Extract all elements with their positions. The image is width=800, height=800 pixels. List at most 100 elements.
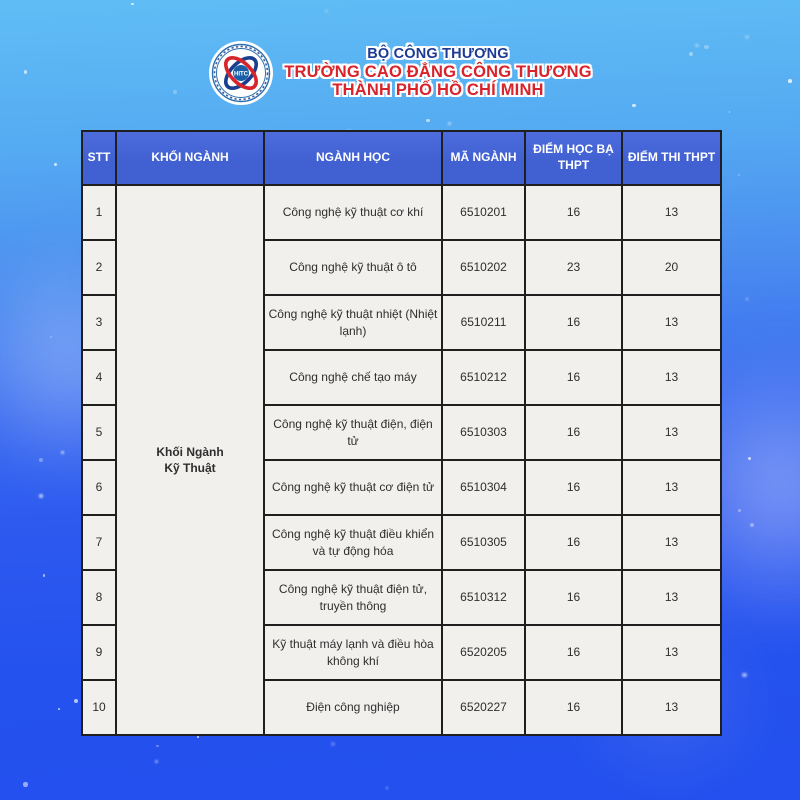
sparkle-dot (38, 494, 43, 499)
group-label-line1: Khối Ngành (156, 444, 224, 459)
table-header: STT KHỐI NGÀNH NGÀNH HỌC MÃ NGÀNH ĐIỂM H… (81, 130, 722, 186)
col-header-diem-hoc-ba: ĐIỂM HỌC BẠ THPT (524, 130, 623, 186)
major-code-cell: 6510304 (441, 459, 526, 516)
hocba-score-cell: 16 (524, 184, 623, 241)
sparkle-dot (54, 162, 58, 166)
stt-cell: 7 (81, 514, 117, 571)
thi-score-cell: 13 (621, 294, 722, 351)
ministry-title: BỘ CÔNG THƯƠNG (367, 46, 509, 63)
major-name-cell: Công nghệ kỹ thuật điều khiển và tự động… (263, 514, 443, 571)
table-row: 6 Công nghệ kỹ thuật cơ điện tử 6510304 16 1… (81, 459, 722, 516)
sparkle-dot (426, 119, 430, 123)
hocba-score-cell: 16 (524, 679, 623, 736)
admission-score-table: STT KHỐI NGÀNH NGÀNH HỌC MÃ NGÀNH ĐIỂM H… (81, 130, 722, 736)
major-code-cell: 6510305 (441, 514, 526, 571)
col-header-stt: STT (81, 130, 117, 186)
table-row: 7 Công nghệ kỹ thuật điều khiển và tự độn… (81, 514, 722, 571)
stt-cell: 4 (81, 349, 117, 406)
sparkle-dot (58, 708, 60, 710)
brand-titles: BỘ CÔNG THƯƠNG TRƯỜNG CAO ĐẲNG CÔNG THƯƠ… (284, 46, 592, 100)
major-name-cell: Công nghệ kỹ thuật cơ điện tử (263, 459, 443, 516)
sparkle-dot (330, 742, 335, 746)
col-header-diem-thi: ĐIỂM THI THPT (621, 130, 722, 186)
sparkle-dot (750, 523, 754, 527)
major-name-cell: Công nghệ kỹ thuật cơ khí (263, 184, 443, 241)
col-header-nganh-hoc: NGÀNH HỌC (263, 130, 443, 186)
major-code-cell: 6510211 (441, 294, 526, 351)
hocba-score-cell: 23 (524, 239, 623, 296)
hocba-score-cell: 16 (524, 514, 623, 571)
stt-cell: 8 (81, 569, 117, 626)
hocba-score-cell: 16 (524, 349, 623, 406)
sparkle-dot (728, 111, 731, 113)
major-code-cell: 6520227 (441, 679, 526, 736)
table-body: 1 Khối Ngành Kỹ Thuật Công nghệ kỹ thuật cơ… (81, 184, 722, 736)
major-name-cell: Công nghệ kỹ thuật điện, điện tử (263, 404, 443, 461)
group-cell-khoi-nganh-ky-thuat: Khối Ngành Kỹ Thuật (115, 184, 265, 736)
stt-cell: 9 (81, 624, 117, 681)
stt-cell: 3 (81, 294, 117, 351)
thi-score-cell: 13 (621, 404, 722, 461)
thi-score-cell: 20 (621, 239, 722, 296)
hocba-score-cell: 16 (524, 459, 623, 516)
stt-cell: 1 (81, 184, 117, 241)
sparkle-dot (738, 508, 742, 513)
thi-score-cell: 13 (621, 184, 722, 241)
sparkle-dot (39, 457, 44, 462)
stt-cell: 10 (81, 679, 117, 736)
sparkle-dot (447, 121, 451, 126)
table-row: 3 Công nghệ kỹ thuật nhiệt (Nhiệt lạnh) 65… (81, 294, 722, 351)
major-name-cell: Điện công nghiệp (263, 679, 443, 736)
major-code-cell: 6510201 (441, 184, 526, 241)
sparkle-dot (742, 672, 747, 678)
major-code-cell: 6520205 (441, 624, 526, 681)
thi-score-cell: 13 (621, 679, 722, 736)
col-header-ma-nganh: MÃ NGÀNH (441, 130, 526, 186)
major-name-cell: Công nghệ kỹ thuật ô tô (263, 239, 443, 296)
sparkle-dot (747, 456, 752, 461)
table-row: 9 Kỹ thuật máy lạnh và điều hòa không khí… (81, 624, 722, 681)
sparkle-dot (49, 335, 53, 338)
major-code-cell: 6510202 (441, 239, 526, 296)
sparkle-dot (324, 9, 328, 13)
sparkle-dot (745, 297, 749, 300)
stt-cell: 6 (81, 459, 117, 516)
major-name-cell: Công nghệ kỹ thuật điện tử, truyền thông (263, 569, 443, 626)
sparkle-dot (131, 2, 134, 5)
school-title-line1: TRƯỜNG CAO ĐẲNG CÔNG THƯƠNG (284, 62, 592, 81)
sparkle-dot (737, 174, 740, 177)
sparkle-dot (73, 698, 78, 703)
brand-header: HITC BỘ CÔNG THƯƠNG TRƯỜNG CAO ĐẲNG CÔNG… (0, 40, 800, 106)
table-row: 1 Khối Ngành Kỹ Thuật Công nghệ kỹ thuật cơ… (81, 184, 722, 736)
major-name-cell: Kỹ thuật máy lạnh và điều hòa không khí (263, 624, 443, 681)
sparkle-dot (23, 782, 28, 787)
hocba-score-cell: 16 (524, 624, 623, 681)
thi-score-cell: 13 (621, 459, 722, 516)
thi-score-cell: 13 (621, 569, 722, 626)
thi-score-cell: 13 (621, 349, 722, 406)
sparkle-dot (197, 735, 199, 738)
sparkle-dot (156, 744, 159, 748)
sparkle-dot (386, 786, 389, 789)
major-name-cell: Công nghệ kỹ thuật nhiệt (Nhiệt lạnh) (263, 294, 443, 351)
header-row: STT KHỐI NGÀNH NGÀNH HỌC MÃ NGÀNH ĐIỂM H… (81, 130, 722, 186)
hocba-score-cell: 16 (524, 404, 623, 461)
thi-score-cell: 13 (621, 514, 722, 571)
stt-cell: 2 (81, 239, 117, 296)
major-name-cell: Công nghệ chế tạo máy (263, 349, 443, 406)
logo-text: HITC (234, 72, 249, 78)
col-header-khoi-nganh: KHỐI NGÀNH (115, 130, 265, 186)
sparkle-dot (42, 574, 46, 578)
table-row: 10 Điện công nghiệp 6520227 16 13 (81, 679, 722, 736)
major-code-cell: 6510303 (441, 404, 526, 461)
school-logo-icon: HITC (209, 41, 274, 105)
major-code-cell: 6510312 (441, 569, 526, 626)
sparkle-dot (61, 450, 65, 454)
group-label-line2: Kỹ Thuật (164, 461, 216, 475)
table-row: 8 Công nghệ kỹ thuật điện tử, truyền thôn… (81, 569, 722, 626)
table-row: 5 Công nghệ kỹ thuật điện, điện tử 6510303… (81, 404, 722, 461)
table-row: 4 Công nghệ chế tạo máy 6510212 16 13 (81, 349, 722, 406)
sparkle-dot (154, 760, 159, 764)
sparkle-dot (745, 35, 749, 39)
